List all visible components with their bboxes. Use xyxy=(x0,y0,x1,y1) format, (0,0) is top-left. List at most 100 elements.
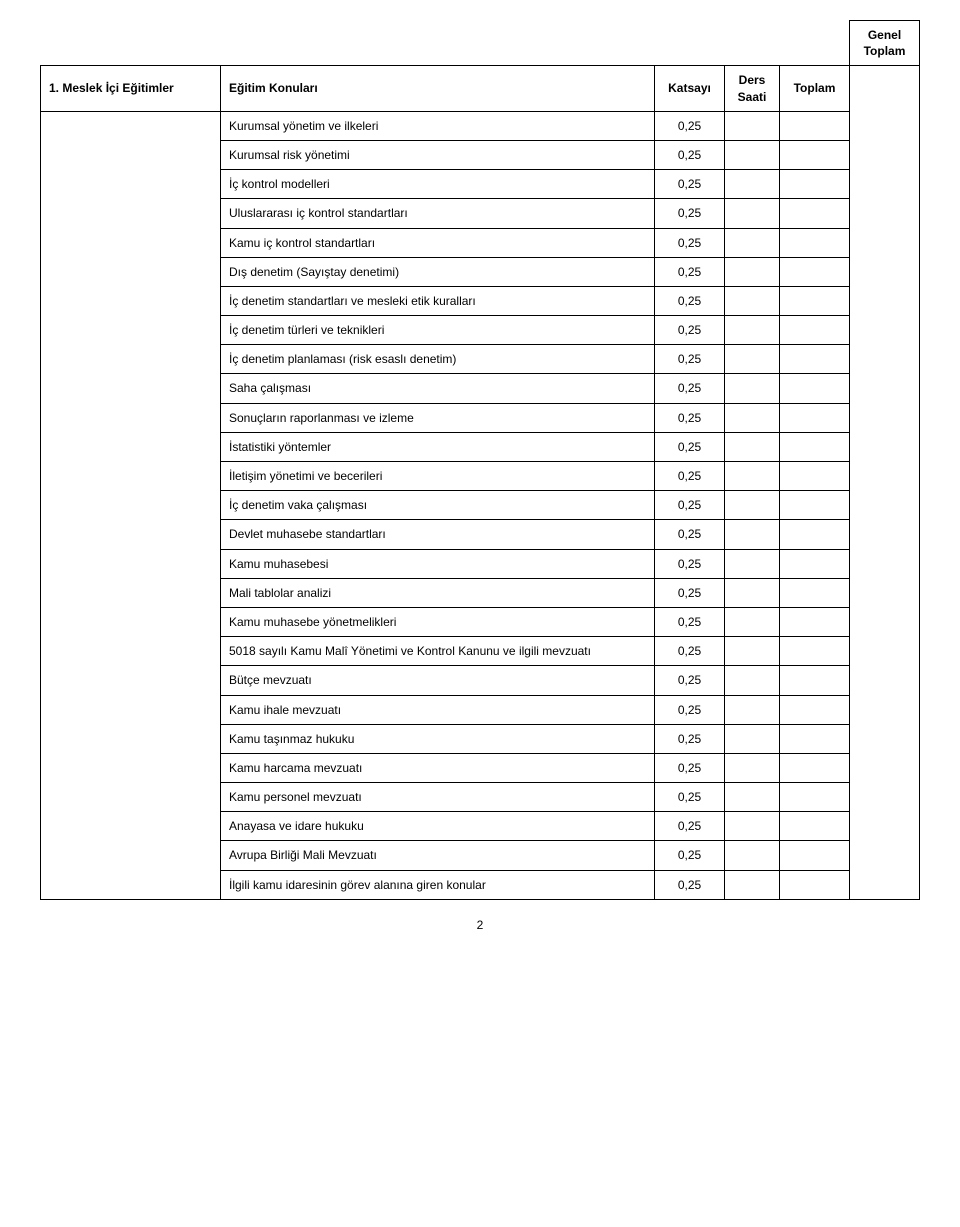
topic-cell: İlgili kamu idaresinin görev alanına gir… xyxy=(221,870,655,899)
toplam-cell xyxy=(780,111,850,140)
katsayi-cell: 0,25 xyxy=(655,199,725,228)
katsayi-cell: 0,25 xyxy=(655,374,725,403)
ders-cell xyxy=(725,724,780,753)
toplam-cell xyxy=(780,870,850,899)
topic-cell: Sonuçların raporlanması ve izleme xyxy=(221,403,655,432)
ders-cell xyxy=(725,316,780,345)
ders-cell xyxy=(725,286,780,315)
header-col2: Eğitim Konuları xyxy=(221,66,655,111)
katsayi-cell: 0,25 xyxy=(655,111,725,140)
spacer-cell xyxy=(725,21,780,66)
toplam-cell xyxy=(780,228,850,257)
genel-toplam-cell xyxy=(850,66,920,899)
ders-cell xyxy=(725,753,780,782)
topic-cell: Bütçe mevzuatı xyxy=(221,666,655,695)
katsayi-cell: 0,25 xyxy=(655,637,725,666)
topic-cell: İç denetim planlaması (risk esaslı denet… xyxy=(221,345,655,374)
katsayi-cell: 0,25 xyxy=(655,345,725,374)
ders-cell xyxy=(725,666,780,695)
katsayi-cell: 0,25 xyxy=(655,666,725,695)
genel-toplam-header: Genel Toplam xyxy=(850,21,920,66)
ders-cell xyxy=(725,812,780,841)
katsayi-cell: 0,25 xyxy=(655,170,725,199)
topic-cell: Saha çalışması xyxy=(221,374,655,403)
topic-cell: Kamu taşınmaz hukuku xyxy=(221,724,655,753)
topic-cell: Kamu muhasebesi xyxy=(221,549,655,578)
spacer-cell xyxy=(221,21,655,66)
katsayi-cell: 0,25 xyxy=(655,578,725,607)
toplam-cell xyxy=(780,286,850,315)
katsayi-cell: 0,25 xyxy=(655,491,725,520)
ders-cell xyxy=(725,462,780,491)
training-table: Genel Toplam 1. Meslek İçi Eğitimler Eği… xyxy=(40,20,920,900)
ders-cell xyxy=(725,520,780,549)
toplam-cell xyxy=(780,520,850,549)
header-row: 1. Meslek İçi Eğitimler Eğitim Konuları … xyxy=(41,66,920,111)
katsayi-cell: 0,25 xyxy=(655,140,725,169)
ders-cell xyxy=(725,870,780,899)
toplam-cell xyxy=(780,637,850,666)
toplam-cell xyxy=(780,432,850,461)
ders-cell xyxy=(725,432,780,461)
topic-cell: Devlet muhasebe standartları xyxy=(221,520,655,549)
topic-cell: Kamu harcama mevzuatı xyxy=(221,753,655,782)
spacer-cell xyxy=(780,21,850,66)
katsayi-cell: 0,25 xyxy=(655,607,725,636)
toplam-cell xyxy=(780,783,850,812)
topic-cell: Avrupa Birliği Mali Mevzuatı xyxy=(221,841,655,870)
header-col4-line2: Saati xyxy=(738,90,767,104)
toplam-cell xyxy=(780,841,850,870)
table-row: Kurumsal yönetim ve ilkeleri 0,25 xyxy=(41,111,920,140)
toplam-cell xyxy=(780,345,850,374)
ders-cell xyxy=(725,841,780,870)
header-col4: Ders Saati xyxy=(725,66,780,111)
topic-cell: Dış denetim (Sayıştay denetimi) xyxy=(221,257,655,286)
katsayi-cell: 0,25 xyxy=(655,403,725,432)
topic-cell: Kamu personel mevzuatı xyxy=(221,783,655,812)
katsayi-cell: 0,25 xyxy=(655,812,725,841)
topic-cell: İstatistiki yöntemler xyxy=(221,432,655,461)
toplam-cell xyxy=(780,170,850,199)
topic-cell: İç denetim vaka çalışması xyxy=(221,491,655,520)
topic-cell: Kurumsal risk yönetimi xyxy=(221,140,655,169)
ders-cell xyxy=(725,170,780,199)
topic-cell: Kamu iç kontrol standartları xyxy=(221,228,655,257)
topic-cell: İletişim yönetimi ve becerileri xyxy=(221,462,655,491)
toplam-cell xyxy=(780,666,850,695)
katsayi-cell: 0,25 xyxy=(655,316,725,345)
genel-toplam-line2: Toplam xyxy=(864,44,906,58)
ders-cell xyxy=(725,374,780,403)
header-col1: 1. Meslek İçi Eğitimler xyxy=(41,66,221,111)
katsayi-cell: 0,25 xyxy=(655,695,725,724)
ders-cell xyxy=(725,783,780,812)
toplam-cell xyxy=(780,578,850,607)
toplam-cell xyxy=(780,607,850,636)
katsayi-cell: 0,25 xyxy=(655,549,725,578)
toplam-cell xyxy=(780,812,850,841)
topic-cell: Kurumsal yönetim ve ilkeleri xyxy=(221,111,655,140)
ders-cell xyxy=(725,607,780,636)
topic-cell: Uluslararası iç kontrol standartları xyxy=(221,199,655,228)
toplam-cell xyxy=(780,695,850,724)
ders-cell xyxy=(725,549,780,578)
katsayi-cell: 0,25 xyxy=(655,432,725,461)
toplam-cell xyxy=(780,724,850,753)
katsayi-cell: 0,25 xyxy=(655,841,725,870)
ders-cell xyxy=(725,140,780,169)
katsayi-cell: 0,25 xyxy=(655,870,725,899)
ders-cell xyxy=(725,695,780,724)
ders-cell xyxy=(725,345,780,374)
toplam-cell xyxy=(780,462,850,491)
page-number: 2 xyxy=(40,918,920,932)
ders-cell xyxy=(725,403,780,432)
spacer-cell xyxy=(41,21,221,66)
topic-cell: İç denetim türleri ve teknikleri xyxy=(221,316,655,345)
katsayi-cell: 0,25 xyxy=(655,783,725,812)
genel-toplam-line1: Genel xyxy=(868,28,901,42)
katsayi-cell: 0,25 xyxy=(655,520,725,549)
ders-cell xyxy=(725,257,780,286)
topic-cell: Kamu ihale mevzuatı xyxy=(221,695,655,724)
katsayi-cell: 0,25 xyxy=(655,753,725,782)
page-container: Genel Toplam 1. Meslek İçi Eğitimler Eği… xyxy=(0,0,960,972)
toplam-cell xyxy=(780,140,850,169)
